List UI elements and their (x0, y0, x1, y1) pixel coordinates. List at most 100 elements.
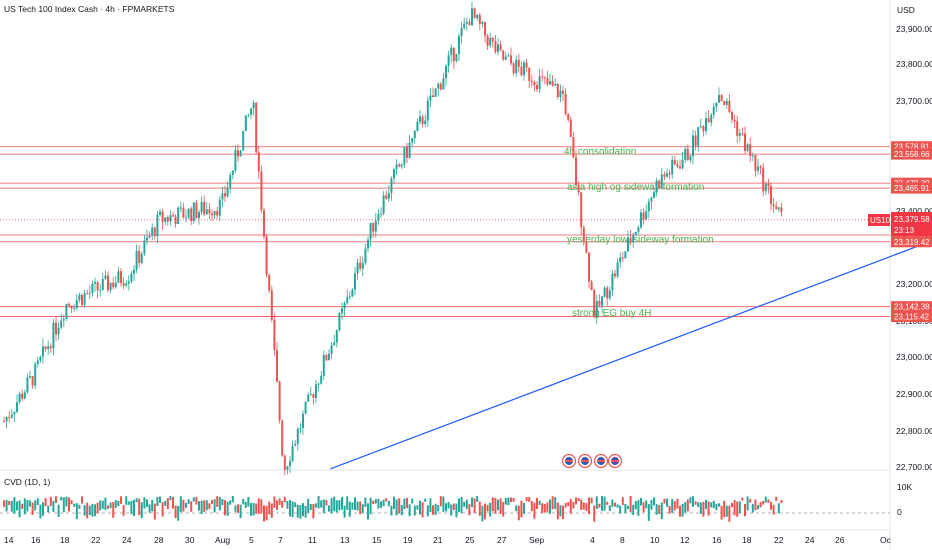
candle-body (447, 55, 450, 66)
level-badge (891, 301, 932, 313)
cvd-bar (130, 500, 133, 515)
cvd-bar (499, 498, 502, 514)
annotation-label[interactable]: asia high og sideway formation (567, 182, 704, 193)
candle-body (588, 252, 590, 282)
candle-body (369, 222, 372, 240)
time-tick: Oc (880, 535, 892, 545)
candle-body (413, 130, 416, 139)
time-tick: 22 (91, 535, 101, 545)
candle-body (442, 78, 445, 90)
candle-body (400, 164, 403, 167)
flag-icon[interactable] (561, 453, 577, 469)
candle-body (515, 59, 518, 74)
candle-body (494, 41, 497, 52)
candle-body (278, 381, 281, 421)
flag-icon[interactable] (593, 453, 609, 469)
cvd-bar (278, 498, 281, 505)
cvd-bar (153, 503, 156, 520)
cvd-bar (133, 499, 135, 517)
cvd-bar (406, 497, 408, 509)
annotation-label[interactable]: strong EG buy 4H (572, 308, 651, 319)
candle-body (723, 101, 726, 105)
annotation-label[interactable]: yesterday low, sideway formation (567, 235, 714, 246)
symbol-label: US100 (870, 216, 895, 225)
time-axis[interactable]: 14 16 18 22 24 28 30 Aug 5 7 11 13 15 19… (4, 535, 892, 545)
cvd-bar (36, 498, 39, 506)
candle-body (780, 207, 783, 212)
cvd-bar (541, 503, 544, 513)
cvd-bar (3, 500, 5, 507)
candles (3, 1, 783, 476)
cvd-bar (663, 498, 666, 504)
candle-body (200, 201, 203, 213)
cvd-bar (78, 504, 81, 509)
candle-body (325, 354, 328, 361)
cvd-bar (29, 500, 31, 507)
candle-body (486, 35, 489, 46)
cvd-bar (377, 498, 380, 509)
cvd-bar (746, 496, 749, 511)
cvd-bar (577, 497, 580, 502)
candle-body (182, 207, 185, 218)
candle-body (640, 212, 642, 228)
level-badge (891, 236, 932, 248)
candle-body (372, 222, 375, 232)
candle-body (458, 36, 460, 54)
price-tick: 23,800.00 (896, 59, 932, 69)
cvd-bar (312, 504, 315, 519)
level-badge (891, 311, 932, 323)
cvd-bar (127, 501, 130, 505)
cvd-bar (452, 503, 455, 511)
cvd-bar (559, 505, 562, 517)
cvd-bar (299, 505, 302, 519)
candle-body (114, 282, 117, 288)
candle-body (598, 301, 601, 306)
candle-body (39, 356, 42, 361)
candle-body (590, 281, 593, 291)
cvd-bar (159, 496, 161, 503)
cvd-bar (725, 505, 728, 517)
candle-body (356, 262, 359, 274)
cvd-bar (694, 501, 697, 505)
candle-body (679, 166, 681, 169)
cvd-bar (348, 501, 351, 517)
cvd-bar (218, 496, 221, 511)
candle-body (484, 21, 486, 36)
cvd-bar (226, 501, 229, 516)
chart-title: US Tech 100 Index Cash · 4h · FPMARKETS (4, 4, 175, 14)
cvd-bar (75, 503, 78, 520)
candle-body (8, 417, 11, 419)
annotation-label[interactable]: 4h consolidation (564, 147, 636, 158)
candle-body (567, 113, 570, 120)
cvd-bar (213, 499, 216, 513)
cvd-bar (39, 504, 42, 519)
flag-icon[interactable] (577, 453, 593, 469)
time-tick: 30 (185, 535, 195, 545)
cvd-bar (328, 505, 330, 512)
level-badge-label: 23,115.42 (894, 313, 930, 322)
candle-body (187, 208, 190, 218)
candle-body (333, 342, 336, 346)
candle-body (296, 428, 299, 444)
candle-body (616, 262, 619, 277)
candle-body (619, 257, 622, 263)
candle-body (689, 156, 692, 161)
candle-body (273, 319, 276, 351)
cvd-bar (590, 497, 593, 504)
candle-body (517, 59, 520, 67)
candle-body (156, 214, 159, 237)
cvd-bar (187, 499, 190, 504)
candle-body (733, 119, 736, 122)
cvd-bar (23, 498, 26, 515)
candle-body (523, 62, 525, 76)
flag-icon[interactable] (607, 453, 623, 469)
candle-body (198, 212, 200, 218)
candle-body (109, 282, 112, 291)
current-price-value: 23,379.58 (894, 215, 930, 224)
event-icons[interactable] (561, 453, 623, 469)
candle-body (73, 307, 76, 309)
cvd-bar (231, 496, 234, 503)
cvd-bar (645, 500, 648, 509)
candle-body (525, 62, 528, 68)
